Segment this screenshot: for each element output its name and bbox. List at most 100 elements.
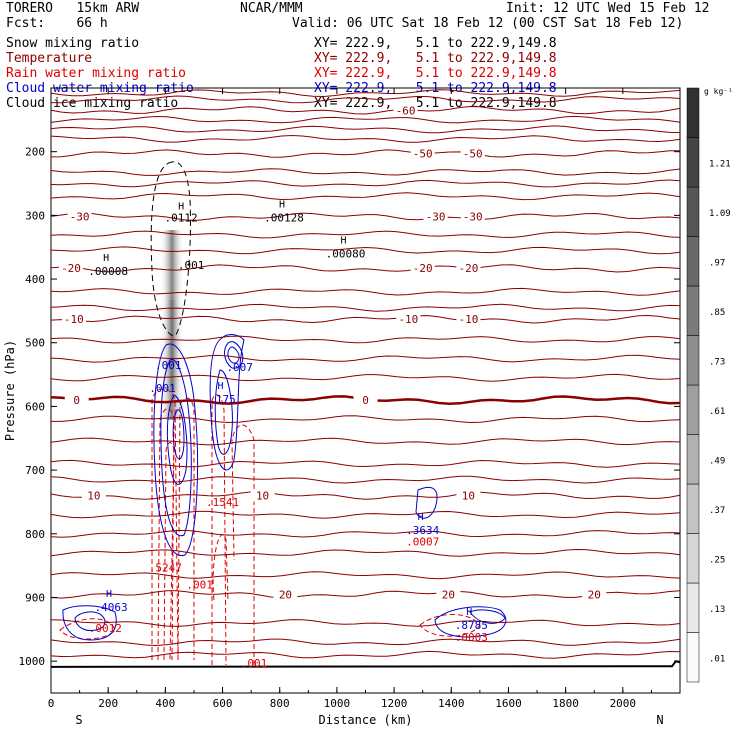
snow-shading-core bbox=[164, 300, 180, 390]
field-annotation: .1541 bbox=[206, 496, 239, 509]
x-tick-label: 1600 bbox=[495, 697, 522, 710]
isotherm-label: 20 bbox=[279, 588, 292, 601]
isotherm-label-bg bbox=[410, 262, 435, 275]
colorbar-label: 1.09 bbox=[709, 209, 731, 219]
y-axis-title: Pressure (hPa) bbox=[3, 340, 17, 441]
isotherm-label: -50 bbox=[413, 148, 433, 161]
y-tick-label: 400 bbox=[25, 273, 45, 286]
valid-time: Valid: 06 UTC Sat 18 Feb 12 (00 CST Sat … bbox=[292, 16, 684, 31]
field-annotation: .007 bbox=[226, 361, 253, 374]
north-end-label: N bbox=[656, 713, 663, 727]
field-annotation: .4063 bbox=[94, 601, 127, 614]
field-annotation: .00080 bbox=[326, 248, 366, 261]
x-tick-label: 800 bbox=[270, 697, 290, 710]
x-tick-label: 1200 bbox=[381, 697, 408, 710]
isotherm-label: 20 bbox=[442, 588, 455, 601]
y-tick-label: 300 bbox=[25, 209, 45, 222]
field-xy-snow: XY= 222.9, 5.1 to 222.9,149.8 bbox=[314, 36, 557, 51]
isotherm-line bbox=[50, 287, 681, 296]
field-annotation: .001 bbox=[186, 579, 213, 592]
init-time: Init: 12 UTC Wed 15 Feb 12 bbox=[506, 1, 710, 16]
field-xy-temperature: XY= 222.9, 5.1 to 222.9,149.8 bbox=[314, 51, 557, 66]
isotherm-line bbox=[50, 638, 681, 647]
surface-line bbox=[50, 659, 681, 668]
isotherm-line bbox=[50, 335, 681, 344]
isotherm-line bbox=[50, 491, 681, 500]
colorbar-segment bbox=[686, 384, 700, 435]
isotherm-line bbox=[50, 571, 681, 580]
field-annotation: .001 bbox=[241, 657, 268, 670]
x-tick-label: 2000 bbox=[610, 697, 637, 710]
isotherm-label: -10 bbox=[64, 313, 84, 326]
cloud-ice-contour bbox=[150, 161, 191, 337]
chart-layer: -60 -50 -50 -30 -30 -30 -20 -20 -20 -10 -10 -10 0 0 10… bbox=[3, 87, 733, 727]
isotherm-label-bg bbox=[64, 394, 89, 407]
isotherm-line bbox=[50, 89, 681, 98]
isotherm-label: -30 bbox=[463, 211, 483, 224]
y-tick-label: 500 bbox=[25, 337, 45, 350]
isotherm-line bbox=[50, 115, 681, 124]
high-marker: H bbox=[340, 236, 346, 247]
isotherm-line bbox=[50, 590, 681, 599]
field-annotation: .001 bbox=[149, 382, 176, 395]
isotherm-line bbox=[50, 314, 681, 324]
isotherm-line bbox=[50, 125, 681, 134]
high-marker: H bbox=[418, 512, 424, 523]
isotherm-label-bg bbox=[393, 104, 418, 117]
colorbar-segment bbox=[686, 632, 700, 683]
colorbar-segment bbox=[686, 186, 700, 237]
colorbar-segment bbox=[686, 582, 700, 633]
isotherm-label: -20 bbox=[61, 262, 81, 275]
isotherm-label-bg bbox=[423, 210, 448, 223]
isotherm-line bbox=[50, 373, 681, 382]
isotherm-line bbox=[50, 230, 681, 239]
field-name-rain: Rain water mixing ratio bbox=[6, 66, 187, 81]
field-annotation: .00128 bbox=[264, 211, 304, 224]
field-annotation: .8785 bbox=[455, 619, 488, 632]
field-name-temperature: Temperature bbox=[6, 51, 93, 66]
south-end-label: S bbox=[75, 713, 82, 727]
isotherm-label: -30 bbox=[70, 211, 90, 224]
field-annotation: .175 bbox=[209, 393, 236, 406]
isotherm-label-bg bbox=[436, 588, 461, 601]
isotherm-line bbox=[51, 415, 681, 424]
isotherm-label: 0 bbox=[362, 394, 369, 407]
isotherm-line bbox=[50, 264, 681, 273]
isotherm-line bbox=[50, 192, 681, 201]
x-tick-label: 1000 bbox=[324, 697, 351, 710]
high-marker: H bbox=[466, 607, 472, 618]
isotherm-line bbox=[50, 650, 681, 659]
isotherm-label: -30 bbox=[426, 211, 446, 224]
y-tick-label: 200 bbox=[25, 146, 45, 159]
isotherm-line bbox=[50, 179, 681, 188]
y-tick-label: 900 bbox=[25, 591, 45, 604]
isotherm-label-bg bbox=[61, 313, 86, 326]
isotherm-label: -20 bbox=[458, 262, 478, 275]
field-annotation: .001 bbox=[178, 259, 205, 272]
isotherm-label: -10 bbox=[458, 313, 478, 326]
isotherm-label: -60 bbox=[396, 104, 416, 117]
isotherm-line bbox=[50, 548, 681, 557]
isotherm-line bbox=[50, 475, 681, 484]
colorbar-segment bbox=[686, 335, 700, 386]
isotherm-label: 10 bbox=[462, 490, 475, 503]
colorbar-label: .61 bbox=[709, 407, 725, 417]
isotherm-line bbox=[50, 95, 681, 104]
field-annotation: .3634 bbox=[406, 524, 439, 537]
isotherm-label-bg bbox=[582, 588, 607, 601]
x-tick-label: 200 bbox=[98, 697, 118, 710]
isotherm-line bbox=[50, 134, 681, 143]
colorbar-unit: g kg⁻¹ bbox=[704, 87, 733, 96]
isotherm-line bbox=[50, 149, 681, 158]
isotherm-label-bg bbox=[456, 313, 481, 326]
isotherm-line bbox=[50, 354, 681, 363]
isotherm-line bbox=[50, 530, 681, 538]
colorbar-label: .25 bbox=[709, 555, 725, 565]
field-annotation: .0003 bbox=[455, 631, 488, 644]
isotherm-label-bg bbox=[460, 147, 485, 160]
isotherm-line bbox=[50, 510, 681, 519]
isotherm-line bbox=[50, 303, 681, 312]
high-marker: H bbox=[218, 381, 224, 392]
x-tick-label: 400 bbox=[155, 697, 175, 710]
field-annotation: .001 bbox=[155, 359, 182, 372]
